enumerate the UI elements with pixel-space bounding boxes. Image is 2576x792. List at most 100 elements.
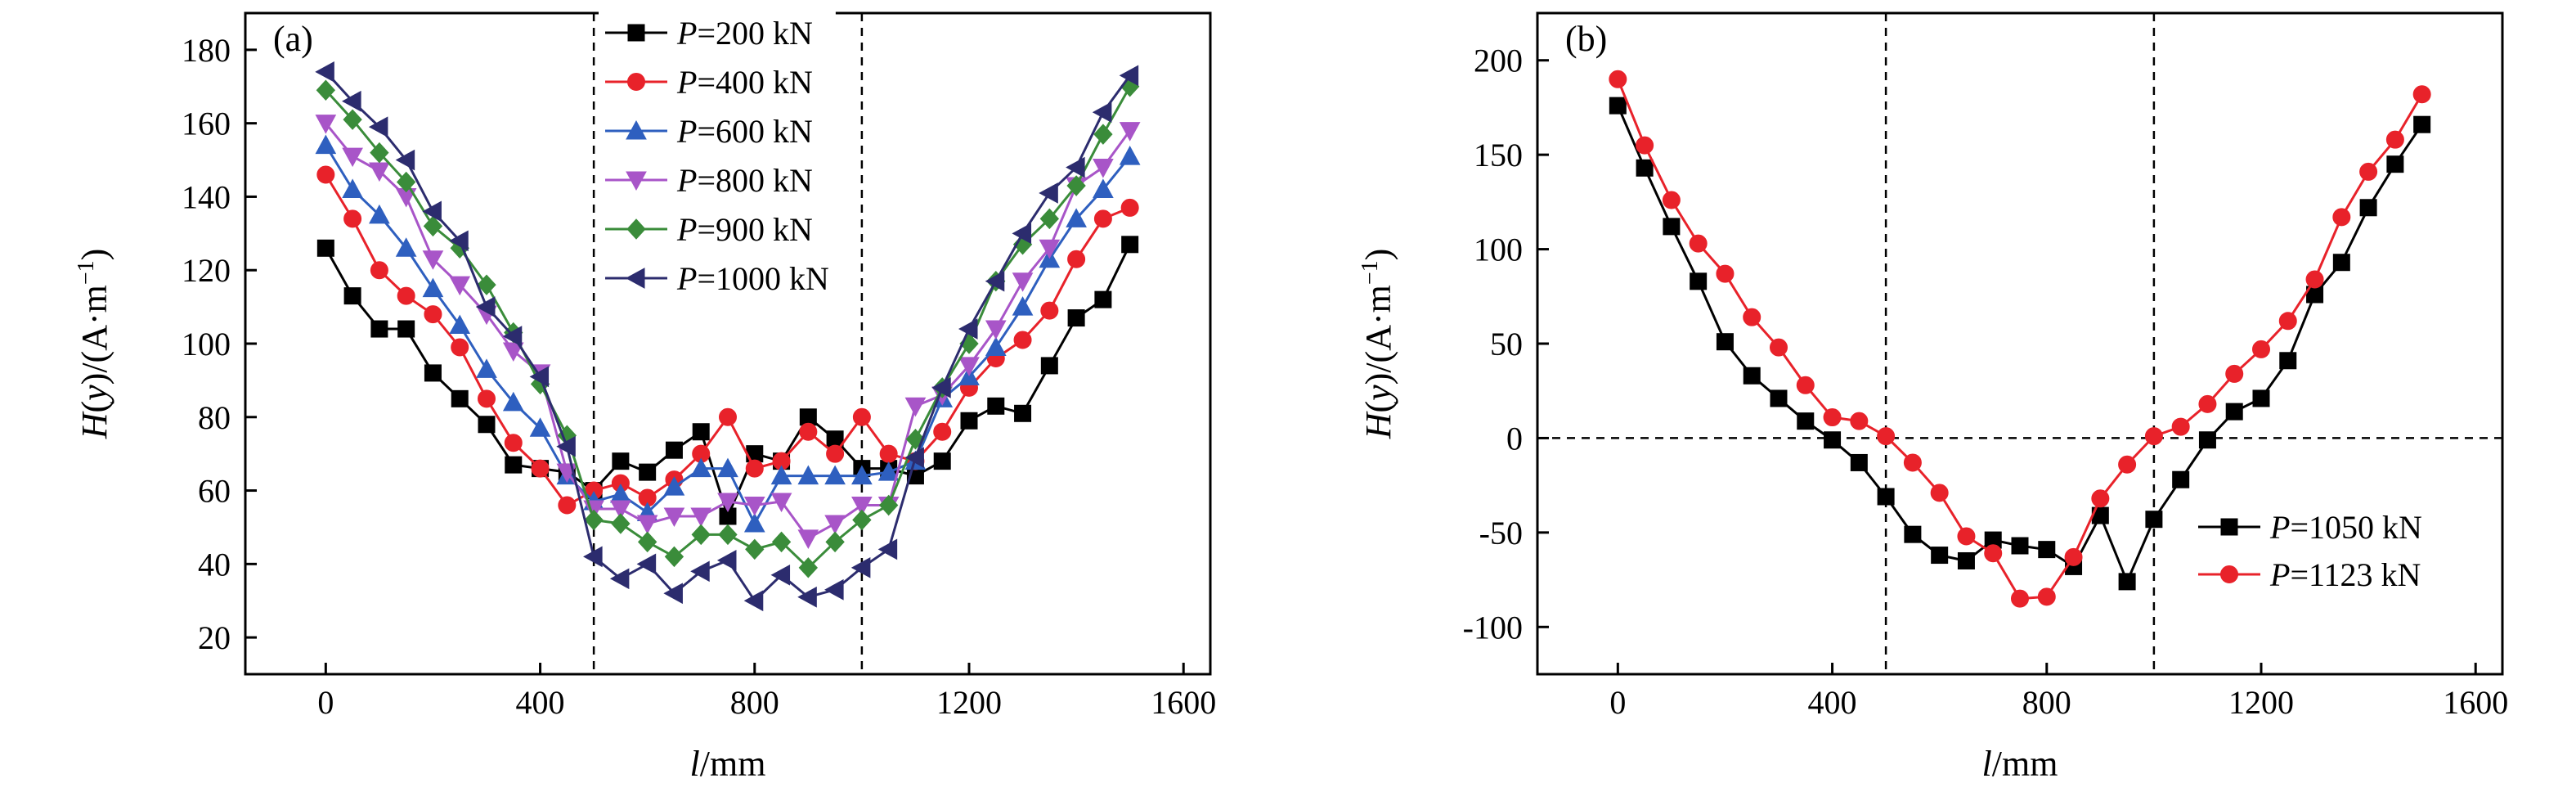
panel-b-y-axis-label: H(y)/(A·m−1)	[1358, 249, 1398, 440]
panel-a-y-tick-label-20: 20	[198, 619, 231, 656]
panel-a-series-p-800-kn-point-16	[743, 497, 765, 516]
panel-b-x-tick-label-1200: 1200	[2228, 684, 2294, 721]
panel-b-series-p-1050-kn-point-15	[2011, 537, 2029, 555]
panel-b-series-p-1050-kn-point-5	[1743, 367, 1761, 385]
panel-a-series-p-600-kn-point-26	[1012, 296, 1034, 316]
panel-a-series-p-800-kn-point-5	[449, 276, 471, 296]
panel-b-series-p-1123-kn-point-5	[1743, 308, 1761, 326]
panel-b-series-p-1123-kn-point-25	[2278, 312, 2297, 331]
panel-a-series-p-1000-kn-point-7	[502, 326, 523, 347]
panel-b-series-p-1123-kn-point-17	[2064, 547, 2083, 566]
panel-a-x-tick-label-1600: 1600	[1151, 684, 1216, 721]
panel-a-series-p-800-kn-point-13	[663, 507, 685, 528]
panel-a-series-p-400-kn-point-29	[1093, 209, 1112, 228]
panel-a-series-p-400-kn-point-6	[478, 389, 496, 408]
panel-b-series-p-1123-kn-point-14	[1984, 544, 2003, 563]
panel-a-legend-marker-p-1000-kn	[625, 268, 645, 289]
panel-b-series-p-1050-kn-point-23	[2225, 403, 2243, 421]
panel-a-series-p-1000-kn-point-25	[985, 270, 1005, 292]
panel-a-y-tick-label-180: 180	[182, 32, 231, 69]
panel-a-series-p-600-kn-point-8	[529, 417, 551, 437]
panel-a-series-p-600-kn-point-14	[690, 457, 712, 478]
panel-a-legend-entry-p-1000-kn: P=1000 kN	[605, 260, 829, 297]
panel-a-series-p-900-kn-point-16	[745, 538, 765, 560]
panel-b-series-p-1050-kn-point-6	[1770, 389, 1788, 407]
panel-b-series-p-1123-kn-point-9	[1850, 412, 1869, 430]
panel-a-y-tick-label-160: 160	[182, 106, 231, 142]
panel-a-series-p-600-kn-point-16	[743, 512, 765, 533]
panel-a-series-p-800-kn-point-25	[985, 320, 1007, 340]
panel-a-series-p-1000-kn-point-1	[342, 90, 361, 112]
panel-a-legend-label-p-900-kn: P=900 kN	[676, 211, 813, 248]
panel-a-series-p-1000-kn-point-16	[743, 590, 764, 612]
panel-a-series-p-900-kn-point-17	[771, 531, 792, 553]
panel-a-series-p-1000-kn-point-5	[449, 230, 469, 252]
panel-a-series-p-1000-kn-point-4	[422, 200, 442, 223]
panel-b-series-p-1123-kn-point-13	[1957, 527, 1976, 546]
panel-b-y-tick-label-0: 0	[1506, 420, 1523, 457]
panel-b-series-p-1123-kn-point-3	[1689, 234, 1708, 253]
panel-a-series-p-900-kn-point-10	[584, 509, 604, 531]
panel-a-series-p-400-kn-point-1	[343, 209, 362, 228]
panel-a-series-p-1000-kn-point-28	[1066, 156, 1085, 178]
panel-b-panel-label: (b)	[1565, 19, 1607, 59]
panel-b-series-p-1050-kn-point-29	[2386, 155, 2404, 173]
panel-a-series-p-800-kn-point-20	[851, 497, 873, 516]
panel-a-legend-label-p-1000-kn: P=1000 kN	[676, 260, 829, 297]
panel-b-chart: 0 400 800 1200 1600 -100 -50 0 50 100 150 200 (b) l/m…	[1358, 11, 2508, 784]
panel-b-series-group	[1609, 70, 2431, 608]
panel-a-series-p-600-kn-point-1	[342, 178, 363, 198]
panel-a-series-p-900-kn-point-19	[825, 531, 845, 553]
panel-b-series-p-1050-kn-point-22	[2198, 431, 2216, 449]
panel-b-legend-entry-p-1050-kn: P=1050 kN	[2198, 509, 2422, 546]
panel-a-series-p-1000-kn-point-6	[475, 296, 496, 317]
panel-a-series-p-400-kn-point-7	[504, 434, 523, 452]
panel-b-series-p-1050-kn-point-20	[2145, 511, 2163, 529]
panel-a-series-p-400-kn-point-21	[879, 444, 898, 463]
panel-a-series-p-200-kn-point-7	[505, 456, 523, 474]
panel-a-y-tick-label-80: 80	[198, 399, 231, 436]
panel-a-series-p-900-kn-point-21	[878, 494, 899, 516]
panel-a-legend-entry-p-900-kn: P=900 kN	[605, 211, 813, 248]
panel-a-series-p-600-kn-point-28	[1066, 208, 1087, 227]
panel-a-x-tick-label-0: 0	[317, 684, 334, 721]
panel-a-series-p-1000-kn-point-9	[556, 435, 576, 457]
panel-a-series-p-900-kn-point-3	[396, 171, 416, 193]
panel-a-series-p-600-kn-point-25	[985, 336, 1007, 356]
panel-b-series-p-1123-kn-point-1	[1636, 136, 1654, 155]
panel-a-series-p-600-kn-point-7	[502, 391, 524, 412]
panel-a-series-p-1000-kn-point-18	[797, 586, 817, 608]
panel-a-series-p-800-kn-point-11	[610, 500, 631, 520]
panel-a-series-p-800-kn-point-4	[422, 250, 444, 270]
panel-a-series-p-600-kn-point-18	[797, 465, 819, 485]
panel-b-series-p-1050-kn-point-12	[1931, 547, 1949, 565]
panel-a-legend-marker-p-200-kn	[627, 24, 645, 42]
panel-a-legend-entry-p-200-kn: P=200 kN	[605, 15, 813, 52]
panel-a-series-p-1000-kn-point-12	[636, 553, 657, 575]
panel-b-series-p-1050-kn-point-21	[2172, 470, 2190, 488]
panel-a-series-p-1000-kn-point-29	[1092, 101, 1112, 124]
panel-a-legend-entry-p-800-kn: P=800 kN	[605, 162, 813, 199]
panel-b-x-axis-label: l/mm	[1982, 744, 2058, 784]
panel-a-series-p-600-kn-point-30	[1119, 146, 1141, 165]
panel-b-series-p-1123-kn-point-23	[2225, 364, 2244, 383]
panel-a-series-p-600-kn-point-5	[449, 314, 471, 335]
panel-a-series-p-600-kn-point-6	[476, 358, 497, 378]
panel-a-series-p-200-kn-point-30	[1121, 236, 1139, 254]
panel-a-series-p-900-kn-point-18	[798, 557, 819, 578]
panel-a-series-p-200-kn-point-25	[987, 397, 1005, 415]
panel-a-series-p-1000-kn-point-17	[770, 564, 791, 586]
panel-a-series-p-200-kn-point-28	[1067, 309, 1085, 327]
panel-a-series-p-1000-kn-point-26	[1012, 223, 1032, 245]
panel-a-legend-entry-p-400-kn: P=400 kN	[605, 64, 813, 101]
panel-b-x-tick-label-400: 400	[1808, 684, 1857, 721]
panel-a-series-p-800-kn-point-14	[690, 507, 712, 528]
panel-a-series-p-800-kn-point-18	[797, 529, 819, 549]
panel-a-series-p-200-kn-point-14	[692, 423, 710, 441]
panel-a-series-p-800-kn-point-19	[824, 515, 846, 534]
panel-b-series-p-1050-kn-point-16	[2038, 541, 2056, 559]
panel-a-series-p-1000-kn-point-24	[958, 318, 978, 340]
panel-a-series-p-1000-kn-point-10	[583, 546, 603, 568]
panel-b-y-tick-label-200: 200	[1474, 43, 1523, 79]
panel-a-series-p-1000-kn-point-23	[931, 377, 951, 398]
